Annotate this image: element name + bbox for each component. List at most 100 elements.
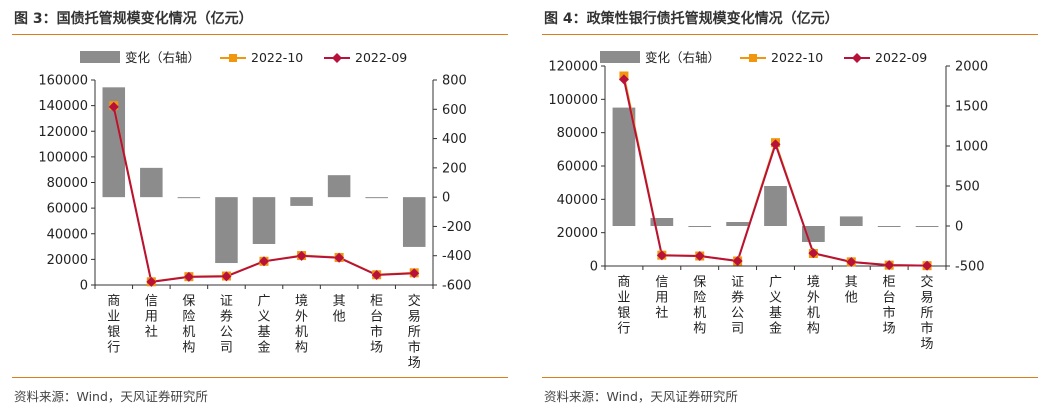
legend-label-2022-10: 2022-10 [771, 50, 823, 65]
legend: 变化（右轴） 2022-10 2022-09 [80, 50, 407, 65]
y-right-tick-label: 1000 [955, 140, 988, 155]
y-right-tick-label: -400 [442, 249, 472, 264]
x-tick-label: 信用社 [655, 275, 668, 321]
chart-panel-right: 图 4：政策性银行债托管规模变化情况（亿元） 变化（右轴） 2022-10 2022… [530, 0, 1038, 418]
point-2022-09 [618, 74, 629, 85]
y-right-tick-label: -200 [442, 220, 472, 235]
bar [177, 197, 201, 199]
legend-label-2022-10: 2022-10 [251, 50, 303, 65]
x-tick-label: 其他 [845, 275, 858, 306]
point-2022-09 [770, 139, 781, 150]
y-left-tick-label: 60000 [557, 160, 598, 175]
line-2022-09 [622, 79, 928, 267]
bar [688, 226, 712, 227]
y-left-tick-label: 20000 [47, 253, 88, 268]
bar [764, 186, 787, 226]
y-left-tick-label: 0 [80, 279, 88, 294]
bar [252, 197, 276, 244]
y-left-tick-label: 80000 [557, 126, 598, 141]
point-2022-09 [259, 256, 269, 267]
legend-marker-2022-09 [332, 53, 342, 63]
x-tick-label: 柜台市场 [883, 275, 896, 337]
x-tick-label: 境外机构 [295, 294, 308, 356]
title-divider [12, 34, 508, 35]
legend-label-2022-09: 2022-09 [875, 50, 927, 65]
point-2022-09 [108, 101, 119, 112]
y-right-tick-label: 2000 [955, 60, 988, 75]
bar [365, 197, 388, 199]
chart-panel-left: 图 3：国债托管规模变化情况（亿元） 变化（右轴） 2022-10 2022-09 0… [0, 0, 508, 418]
x-tick-label: 柜台市场 [370, 294, 383, 356]
x-tick-label: 保险机构 [182, 294, 195, 356]
y-right-tick-label: -500 [955, 260, 985, 275]
source-note: 资料来源：Wind，天风证券研究所 [14, 389, 208, 404]
x-tick-label: 商业银行 [617, 275, 630, 337]
point-2022-09 [296, 250, 307, 261]
y-left-tick-label: 100000 [38, 150, 88, 165]
x-tick-label: 广义基金 [257, 294, 270, 356]
x-tick-label: 保险机构 [693, 275, 706, 337]
legend-marker-2022-09 [852, 53, 862, 63]
point-2022-09 [334, 252, 345, 263]
chart-svg-right: 变化（右轴） 2022-10 2022-0902000040000600008000… [548, 50, 988, 352]
y-right-tick-label: 400 [442, 132, 467, 147]
legend-marker-2022-10 [749, 54, 757, 62]
y-left-tick-label: 160000 [38, 74, 88, 89]
y-right-tick-label: 200 [442, 161, 467, 176]
bar [327, 175, 351, 198]
x-tick-label: 证券公司 [220, 294, 233, 356]
source-divider [12, 377, 508, 378]
legend-label-2022-09: 2022-09 [355, 50, 407, 65]
legend-label-bar: 变化（右轴） [645, 50, 720, 65]
point-2022-09 [409, 268, 420, 279]
bar [915, 226, 939, 227]
y-right-tick-label: 600 [442, 103, 467, 118]
bar [726, 222, 749, 226]
bar [877, 226, 901, 227]
y-left-tick-label: 100000 [548, 93, 598, 108]
y-left-tick-label: 40000 [557, 193, 598, 208]
y-right-tick-label: 1500 [955, 100, 988, 115]
y-left-tick-label: 120000 [548, 60, 598, 75]
point-2022-09 [656, 250, 667, 261]
x-tick-label: 广义基金 [769, 275, 782, 337]
y-right-tick-label: -600 [442, 279, 472, 294]
point-2022-09 [371, 270, 382, 281]
legend: 变化（右轴） 2022-10 2022-09 [600, 50, 927, 65]
legend-swatch-bar [80, 51, 120, 63]
point-2022-09 [884, 260, 895, 271]
legend-swatch-bar [600, 51, 640, 63]
y-left-tick-label: 80000 [47, 176, 88, 191]
y-left-tick-label: 20000 [557, 226, 598, 241]
point-2022-09 [808, 248, 819, 259]
bar [290, 197, 313, 206]
legend-marker-2022-10 [229, 54, 237, 62]
bar [215, 197, 238, 264]
y-right-tick-label: 0 [955, 220, 963, 235]
bar [140, 167, 163, 198]
x-tick-label: 其他 [333, 294, 346, 325]
bar [102, 87, 126, 198]
y-left-tick-label: 0 [590, 260, 598, 275]
title-divider [542, 34, 1038, 35]
bar [650, 218, 674, 226]
line-2022-10 [622, 75, 928, 267]
x-tick-label: 交易所市场 [408, 293, 421, 371]
y-right-tick-label: 800 [442, 74, 467, 89]
bar [402, 197, 426, 247]
point-2022-09 [694, 251, 705, 261]
chart-title: 图 4：政策性银行债托管规模变化情况（亿元） [544, 11, 839, 27]
x-tick-label: 交易所市场 [921, 274, 934, 352]
x-tick-label: 信用社 [145, 294, 158, 340]
point-2022-09 [922, 260, 933, 271]
point-2022-09 [846, 257, 857, 267]
x-tick-label: 境外机构 [807, 275, 820, 337]
chart-svg-left: 变化（右轴） 2022-10 2022-0902000040000600008000… [38, 50, 472, 371]
y-left-tick-label: 40000 [47, 227, 88, 242]
y-right-tick-label: 500 [955, 180, 980, 195]
bar [612, 107, 636, 226]
point-2022-09 [183, 271, 194, 282]
y-right-tick-label: 0 [442, 191, 450, 206]
y-left-tick-label: 60000 [47, 202, 88, 217]
y-left-tick-label: 120000 [38, 125, 88, 140]
